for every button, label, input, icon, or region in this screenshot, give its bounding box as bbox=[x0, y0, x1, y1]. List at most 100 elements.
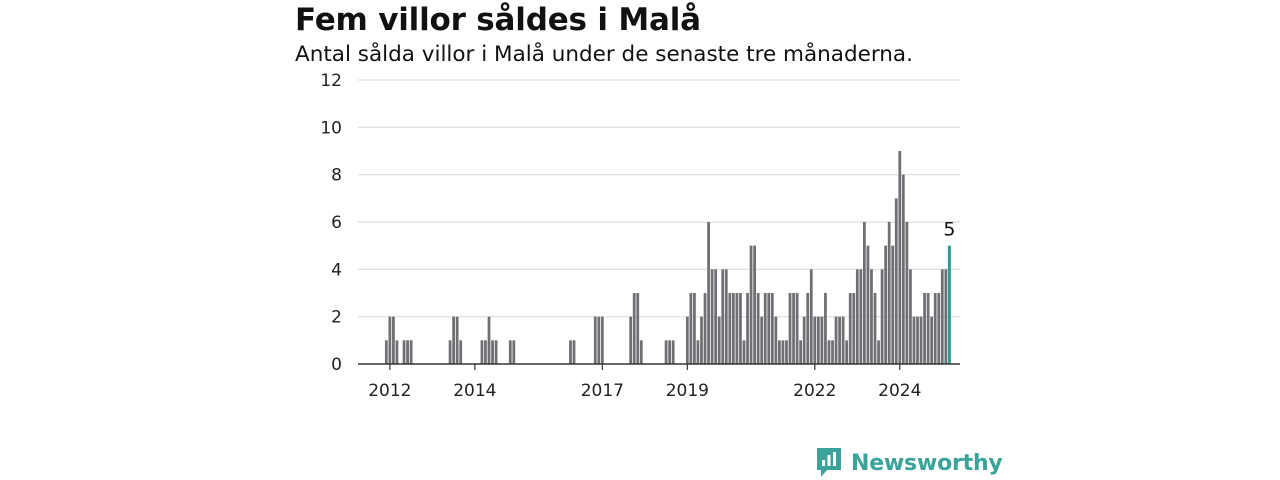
y-tick-label: 0 bbox=[331, 355, 342, 375]
bar bbox=[693, 293, 696, 364]
bar bbox=[668, 340, 672, 364]
bar bbox=[459, 340, 463, 364]
bar bbox=[781, 340, 785, 364]
bar bbox=[572, 340, 576, 364]
bar bbox=[831, 340, 834, 364]
bar bbox=[452, 316, 455, 364]
bar bbox=[491, 340, 494, 364]
bar bbox=[806, 293, 810, 364]
bar bbox=[600, 316, 604, 364]
brand-name: Newsworthy bbox=[851, 450, 1003, 476]
bar bbox=[731, 293, 735, 364]
y-tick-label: 6 bbox=[331, 213, 342, 233]
bar bbox=[717, 316, 721, 364]
x-axis: 2012 2014 2017 2019 2022 2024 bbox=[358, 363, 960, 401]
y-tick-label: 12 bbox=[320, 71, 342, 91]
bar bbox=[760, 316, 764, 364]
bar bbox=[916, 316, 919, 364]
bar bbox=[778, 340, 781, 364]
bar bbox=[859, 269, 863, 364]
bar bbox=[855, 269, 859, 364]
bar bbox=[746, 293, 749, 364]
bar bbox=[593, 316, 597, 364]
bar bbox=[636, 293, 640, 364]
bar bbox=[870, 269, 873, 364]
bar bbox=[944, 269, 948, 364]
bar bbox=[402, 340, 406, 364]
bar bbox=[813, 316, 817, 364]
bar bbox=[409, 340, 413, 364]
bar bbox=[884, 245, 888, 364]
bar bbox=[774, 316, 778, 364]
bar bbox=[788, 293, 792, 364]
bar bbox=[792, 293, 795, 364]
bar bbox=[707, 222, 710, 364]
chart-title: Fem villor såldes i Malå bbox=[295, 2, 701, 38]
bar bbox=[756, 293, 760, 364]
bar bbox=[508, 340, 512, 364]
bar bbox=[700, 316, 703, 364]
bar bbox=[887, 222, 891, 364]
bar bbox=[930, 316, 934, 364]
bar bbox=[841, 316, 845, 364]
bar bbox=[933, 293, 937, 364]
bar bbox=[395, 340, 399, 364]
bar bbox=[891, 245, 895, 364]
brand-logo: Newsworthy bbox=[815, 446, 1003, 480]
bar bbox=[923, 293, 926, 364]
bar bbox=[728, 293, 732, 364]
bar bbox=[820, 316, 824, 364]
bar bbox=[919, 316, 923, 364]
bar bbox=[739, 293, 742, 364]
bar bbox=[909, 269, 912, 364]
bar bbox=[898, 151, 902, 364]
bar bbox=[512, 340, 516, 364]
x-tick-label: 2019 bbox=[666, 381, 709, 401]
bar bbox=[894, 198, 898, 364]
bar bbox=[848, 293, 852, 364]
data-labels: 5 bbox=[943, 219, 955, 241]
bar bbox=[937, 293, 941, 364]
x-tick-label: 2014 bbox=[453, 381, 496, 401]
bar bbox=[770, 293, 774, 364]
bar bbox=[487, 316, 491, 364]
bar bbox=[767, 293, 771, 364]
bar bbox=[632, 293, 636, 364]
bar bbox=[785, 340, 788, 364]
bar bbox=[834, 316, 838, 364]
bar bbox=[671, 340, 675, 364]
bar bbox=[880, 269, 884, 364]
bar bbox=[802, 316, 806, 364]
bar-chart-speech-bubble-icon bbox=[817, 448, 841, 477]
bar bbox=[795, 293, 799, 364]
bar bbox=[827, 340, 831, 364]
bar bbox=[824, 293, 827, 364]
bar bbox=[852, 293, 856, 364]
bar-series bbox=[384, 151, 951, 364]
bar bbox=[866, 245, 870, 364]
y-tick-label: 4 bbox=[331, 260, 342, 280]
bar bbox=[384, 340, 388, 364]
bar bbox=[838, 316, 841, 364]
bar bbox=[877, 340, 880, 364]
bar bbox=[845, 340, 849, 364]
bar bbox=[901, 174, 905, 364]
bar bbox=[392, 316, 395, 364]
bar bbox=[912, 316, 916, 364]
bar bbox=[455, 316, 459, 364]
bar bbox=[749, 245, 753, 364]
bar bbox=[742, 340, 746, 364]
bar bbox=[664, 340, 668, 364]
bar bbox=[799, 340, 803, 364]
bar bbox=[940, 269, 944, 364]
bar bbox=[484, 340, 487, 364]
bar bbox=[735, 293, 739, 364]
chart-subtitle: Antal sålda villor i Malå under de senas… bbox=[295, 42, 913, 67]
bar bbox=[696, 340, 700, 364]
x-tick-label: 2017 bbox=[581, 381, 624, 401]
bar bbox=[763, 293, 767, 364]
x-tick-label: 2024 bbox=[878, 381, 921, 401]
bar bbox=[809, 269, 813, 364]
y-tick-label: 10 bbox=[320, 118, 342, 138]
